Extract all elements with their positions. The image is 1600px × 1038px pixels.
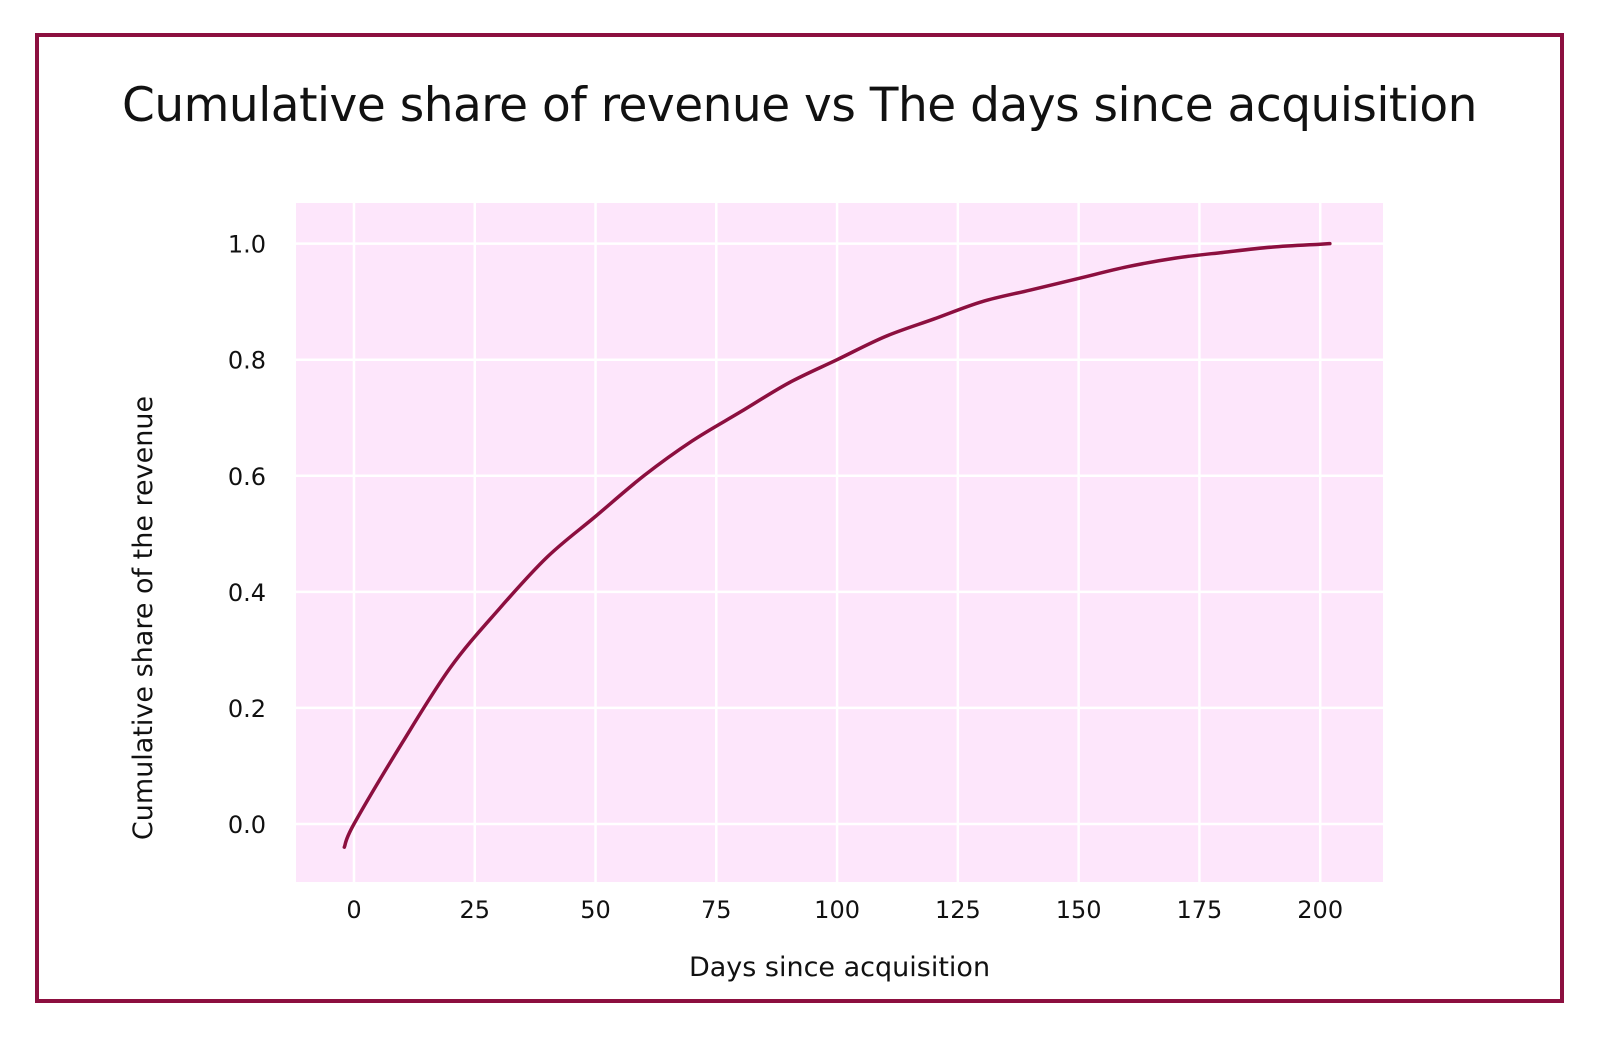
x-gridlines — [352, 203, 1322, 882]
x-tick-label: 150 — [1056, 896, 1102, 924]
y-gridlines — [296, 242, 1383, 826]
x-tick-label: 200 — [1297, 896, 1343, 924]
x-tick-label: 25 — [459, 896, 490, 924]
y-tick-label: 1.0 — [228, 231, 266, 259]
x-tick-label: 75 — [701, 896, 732, 924]
y-tick-label: 0.4 — [228, 579, 266, 607]
x-tick-label: 0 — [346, 896, 361, 924]
x-tick-label: 175 — [1177, 896, 1223, 924]
series-line — [342, 241, 1332, 849]
y-tick-label: 0.2 — [228, 695, 266, 723]
y-tick-labels: 0.0 0.2 0.4 0.6 0.8 1.0 — [228, 231, 266, 839]
x-axis-label: Days since acquisition — [689, 952, 990, 983]
x-tick-labels: 0 25 50 75 100 125 150 175 200 — [346, 896, 1343, 924]
x-tick-label: 100 — [814, 896, 860, 924]
y-tick-label: 0.6 — [228, 463, 266, 491]
plot-area — [296, 203, 1383, 882]
chart-title: Cumulative share of revenue vs The days … — [122, 78, 1477, 133]
y-axis-label: Cumulative share of the revenue — [128, 396, 159, 840]
y-tick-label: 0.0 — [228, 811, 266, 839]
y-tick-label: 0.8 — [228, 347, 266, 375]
x-tick-label: 50 — [580, 896, 611, 924]
x-tick-label: 125 — [935, 896, 981, 924]
